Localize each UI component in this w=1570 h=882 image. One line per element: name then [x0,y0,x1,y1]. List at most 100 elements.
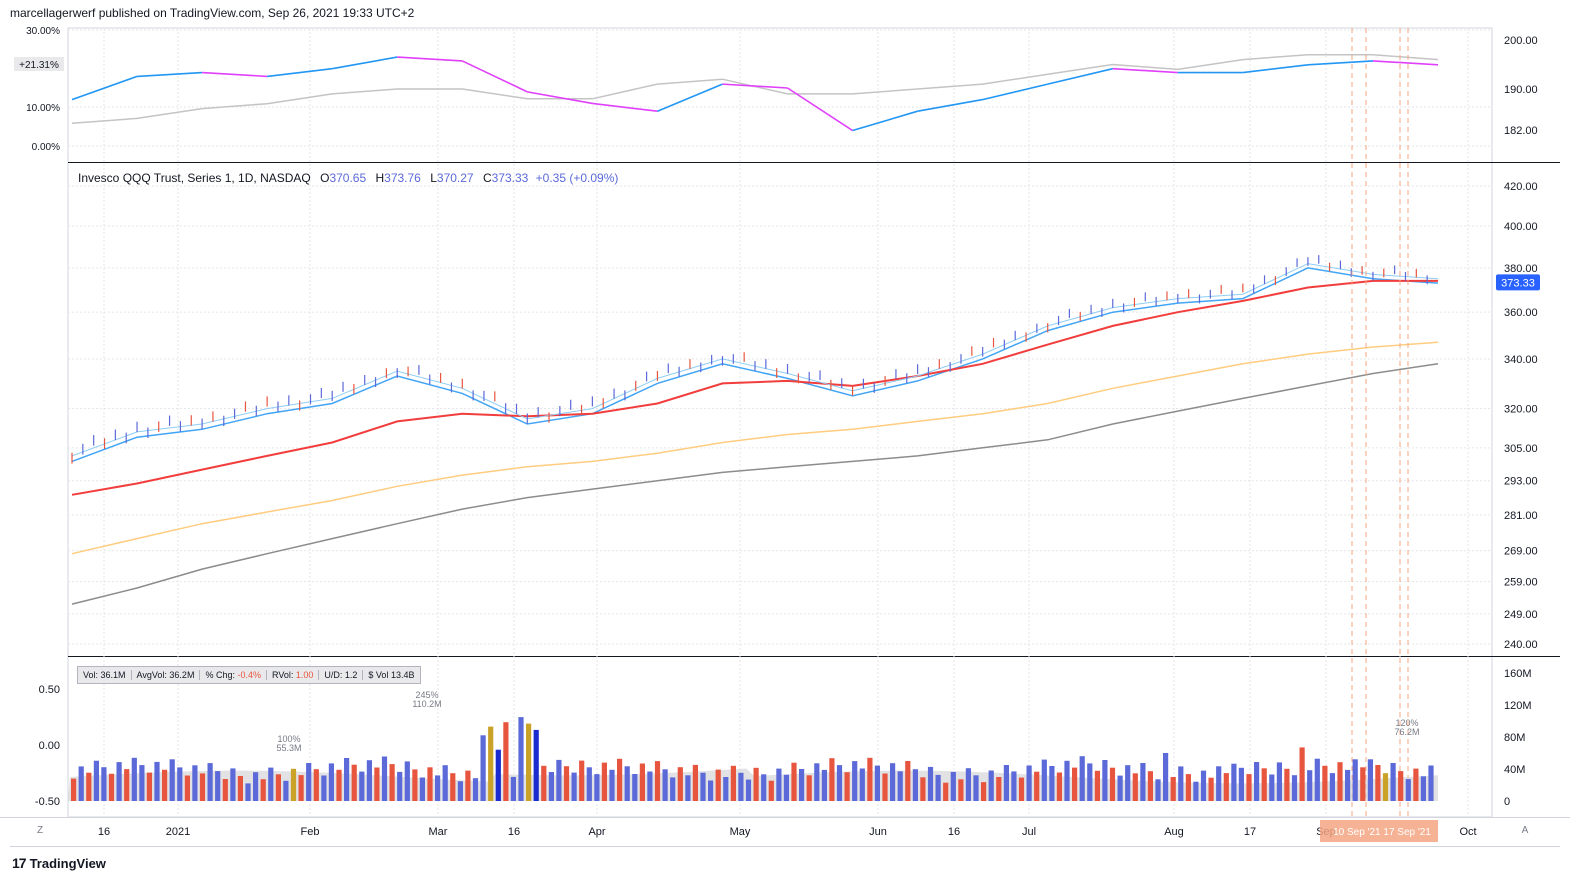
volume-bar [230,768,236,801]
volume-bar [290,768,297,801]
volume-right-tick: 160M [1504,668,1532,680]
volume-bar [1026,765,1032,801]
volume-bar [1140,763,1146,801]
volume-bar [351,764,357,801]
volume-bar [177,767,183,801]
auto-scale-button[interactable]: A [1521,825,1529,836]
volume-bar [526,723,532,801]
volume-bar [1147,771,1153,801]
volume-bar [670,777,676,801]
volume-bar [245,783,251,801]
volume-bar [905,761,911,801]
volume-annotation-pct: 245% [415,690,438,700]
volume-bar [1231,763,1237,801]
volume-bar [1420,776,1426,801]
ma50-line [71,279,1438,496]
timezone-toggle-button[interactable]: Z [36,825,44,836]
time-highlight-box [1320,820,1438,842]
volume-right-tick: 0 [1504,796,1510,808]
volume-bar [654,761,661,801]
volume-bar [692,764,698,801]
last-price-label: 373.33 [1501,277,1535,289]
volume-bar [1375,765,1381,801]
volume-bar [1299,747,1305,801]
volume-bar [1178,766,1184,801]
volume-bar [950,771,956,801]
volume-bar [283,780,289,801]
volume-bar [541,765,547,801]
volume-left-tick: 0.00 [39,740,60,752]
vol-cell: Vol: 36.1M [78,670,132,680]
volume-bar [313,769,319,801]
volume-bar [131,757,137,801]
volume-bar [465,770,471,801]
volume-bar [442,765,448,801]
price-axis-tick: 269.00 [1504,546,1538,558]
svol-cell: $ Vol 13.4B [363,670,419,680]
volume-bar [745,779,752,801]
volume-right-tick: 40M [1504,764,1525,776]
volume-bar [632,774,638,801]
volume-right-tick: 80M [1504,732,1525,744]
volume-bar [419,777,425,801]
volume-bar [374,767,380,801]
volume-bar [495,749,501,801]
tradingview-brand: TradingView [29,855,106,871]
volume-bar [624,766,630,801]
rs-right-tick: 190.00 [1504,84,1538,96]
volume-info-box: Vol: 36.1M AvgVol: 36.2M % Chg: -0.4% RV… [77,666,421,684]
rs-line-segment [1307,60,1373,66]
volume-bar [556,759,562,801]
volume-bar [548,772,554,801]
volume-bar [1238,767,1244,801]
avgvol-label: AvgVol: [136,670,167,680]
volume-bar [821,769,827,801]
volume-bar [169,759,175,801]
volume-bar [427,767,433,801]
volume-bar [965,768,971,801]
volume-bar [761,774,767,801]
volume-bar [199,773,206,801]
volume-bar [207,763,213,801]
rs-line-segment [1047,67,1113,85]
pchg-value: -0.4% [237,670,261,680]
volume-bar [844,772,850,801]
volume-right-tick: 120M [1504,700,1532,712]
volume-bar [253,772,259,801]
volume-bar [647,771,653,801]
rs-line-segment [397,56,463,62]
volume-bar [321,775,327,801]
rs-line-segment [982,83,1048,101]
volume-bar [1314,758,1320,801]
volume-bar [1079,756,1085,801]
volume-bar [988,770,994,801]
volume-bar [268,767,274,801]
volume-bar [146,772,152,801]
volume-bar [1094,770,1100,801]
rs-line-segment [1372,60,1439,66]
volume-bar [404,761,410,801]
volume-bar [594,774,600,801]
tradingview-footer[interactable]: 17 TradingView [12,855,106,871]
volume-bar [1064,760,1070,801]
volume-bar [1291,775,1298,801]
rs-badge-label: +21.31% [19,60,59,71]
volume-bar [124,769,130,801]
volume-bar [101,767,107,801]
volume-bar [1072,767,1078,801]
volume-bar [359,771,365,801]
volume-bar [1034,771,1040,801]
volume-bar [1254,762,1260,801]
pchg-cell: % Chg: -0.4% [200,670,267,680]
volume-bar [1193,781,1199,801]
time-axis-label: 17 [1244,826,1256,838]
volume-bar [237,776,243,801]
volume-bar [783,774,789,801]
volume-bar [677,767,683,801]
volume-bar [366,760,372,801]
volume-bar [579,760,585,801]
volume-bar [488,726,494,801]
ud-label: U/D: [324,670,343,680]
volume-bar [1390,763,1396,801]
